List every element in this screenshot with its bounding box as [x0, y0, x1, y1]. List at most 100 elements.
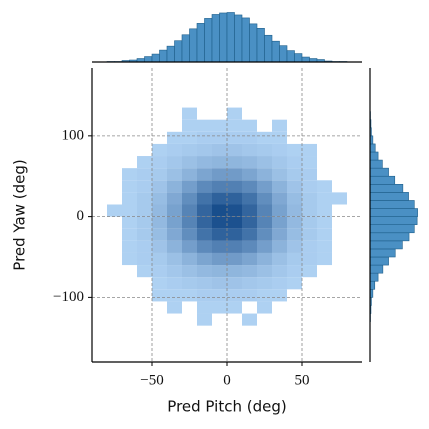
heatmap-cell: [257, 180, 272, 193]
heatmap-cell: [242, 277, 257, 290]
heatmap-cell: [167, 180, 182, 193]
marginal-bar: [369, 280, 376, 290]
heatmap-cell: [287, 240, 302, 253]
heatmap-cell: [182, 143, 197, 157]
heatmap-cell: [287, 252, 302, 266]
heatmap-cell: [212, 119, 227, 132]
heatmap-cell: [272, 180, 287, 193]
heatmap-cell: [302, 252, 317, 266]
heatmap-cell: [242, 252, 257, 266]
heatmap-cell: [287, 228, 302, 241]
heatmap-cell: [182, 265, 197, 278]
heatmap-cell: [137, 192, 152, 205]
heatmap-cell: [152, 252, 167, 266]
heatmap-cell: [332, 192, 347, 205]
heatmap-cell: [152, 192, 167, 205]
heatmap-cell: [227, 228, 242, 241]
heatmap-cell: [122, 180, 137, 193]
heatmap-cell: [197, 277, 212, 290]
heatmap-cell: [137, 240, 152, 253]
heatmap-cell: [182, 180, 197, 193]
heatmap-cell: [212, 156, 227, 169]
marginal-bar: [249, 23, 258, 63]
heatmap-cell: [197, 168, 212, 181]
heatmap-cell: [242, 143, 257, 157]
heatmap-cell: [152, 204, 167, 217]
heatmap-cell: [227, 143, 242, 157]
marginal-bar: [271, 40, 280, 63]
marginal-bar: [264, 34, 273, 63]
y-tick-label: 0: [77, 208, 85, 224]
heatmap-cell: [287, 156, 302, 169]
heatmap-cell: [227, 119, 242, 132]
heatmap-cell: [242, 131, 257, 144]
heatmap-cell: [212, 192, 227, 205]
heatmap-cell: [152, 168, 167, 181]
heatmap-cell: [227, 277, 242, 290]
marginal-bar: [256, 28, 265, 63]
heatmap-cell: [272, 131, 287, 144]
heatmap-cell: [242, 168, 257, 181]
heatmap-cell: [272, 168, 287, 181]
marginal-bar: [204, 18, 213, 63]
heatmap-cell: [197, 228, 212, 241]
heatmap-cell: [122, 216, 137, 229]
marginal-bar: [151, 53, 160, 63]
heatmap-cell: [137, 252, 152, 266]
marginal-bar: [211, 14, 220, 63]
heatmap-cell: [227, 156, 242, 169]
heatmap-cell: [152, 180, 167, 193]
marginal-bar: [144, 56, 153, 63]
marginal-bar: [181, 34, 190, 63]
heatmap-cell: [182, 252, 197, 266]
heatmap-cell: [227, 107, 242, 120]
heatmap-cell: [257, 228, 272, 241]
heatmap-cell: [272, 277, 287, 290]
heatmap-cell: [182, 168, 197, 181]
heatmap-cell: [257, 277, 272, 290]
heatmap-cell: [182, 289, 197, 302]
marginal-bar: [369, 184, 404, 193]
heatmap-cell: [212, 204, 227, 217]
marginal-bar: [219, 12, 228, 63]
heatmap-cell: [257, 156, 272, 169]
heatmap-cell: [302, 192, 317, 205]
heatmap-cell: [242, 228, 257, 241]
heatmap-cell: [197, 301, 212, 314]
heatmap-cell: [227, 252, 242, 266]
heatmap-cell: [287, 143, 302, 157]
marginal-bar: [369, 264, 384, 274]
heatmap-cell: [257, 143, 272, 157]
heatmap-cell: [122, 228, 137, 241]
heatmap-cell: [212, 240, 227, 253]
heatmap-cell: [227, 131, 242, 144]
heatmap-cell: [272, 265, 287, 278]
heatmap-cell: [227, 289, 242, 302]
x-tick-label: 0: [223, 372, 231, 388]
heatmap-cell: [137, 216, 152, 229]
heatmap-cell: [287, 216, 302, 229]
heatmap-cell: [212, 265, 227, 278]
heatmap-cell: [227, 240, 242, 253]
heatmap-cell: [302, 204, 317, 217]
heatmap-cell: [182, 119, 197, 132]
marginal-bar: [369, 200, 415, 209]
heatmap-cell: [182, 216, 197, 229]
marginal-bar: [369, 175, 396, 185]
heatmap-cell: [317, 204, 332, 217]
heatmap-cell: [287, 277, 302, 290]
heatmap-cell: [302, 156, 317, 169]
heatmap-cell: [272, 143, 287, 157]
heatmap-cell: [212, 168, 227, 181]
y-tick-label: −100: [53, 289, 84, 305]
marginal-bar: [369, 232, 410, 242]
heatmap-cell: [182, 204, 197, 217]
marginal-bar: [369, 224, 415, 234]
heatmap-cell: [137, 228, 152, 241]
heatmap-cell: [182, 277, 197, 290]
x-axis-label: Pred Pitch (deg): [167, 398, 286, 416]
heatmap-cell: [212, 180, 227, 193]
marginal-bar: [369, 216, 418, 225]
x-tick-label: −50: [140, 372, 163, 388]
